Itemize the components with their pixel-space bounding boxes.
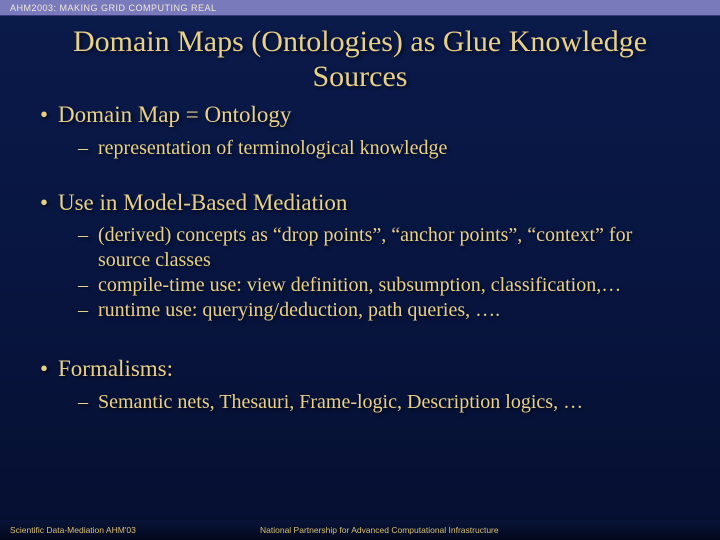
header-bar-text: AHM2003: MAKING GRID COMPUTING REAL [10,3,217,13]
slide-title: Domain Maps (Ontologies) as Glue Knowled… [0,16,720,99]
footer-center-text: National Partnership for Advanced Comput… [260,525,720,535]
subbullet-runtime: runtime use: querying/deduction, path qu… [40,298,680,323]
bullet-formalisms: Formalisms: [40,355,680,384]
subbullet-drop-points: (derived) concepts as “drop points”, “an… [40,223,680,273]
subbullet-terminological: representation of terminological knowled… [40,136,680,161]
footer-left-text: Scientific Data-Mediation AHM'03 [0,525,260,535]
bullet-domain-map: Domain Map = Ontology [40,101,680,130]
subbullet-compile-time: compile-time use: view definition, subsu… [40,273,680,298]
slide-content: Domain Map = Ontology representation of … [0,99,720,415]
subbullet-semantic-nets: Semantic nets, Thesauri, Frame-logic, De… [40,390,680,415]
bullet-model-based: Use in Model-Based Mediation [40,189,680,218]
footer-bar: Scientific Data-Mediation AHM'03 Nationa… [0,520,720,540]
header-bar: AHM2003: MAKING GRID COMPUTING REAL [0,0,720,16]
